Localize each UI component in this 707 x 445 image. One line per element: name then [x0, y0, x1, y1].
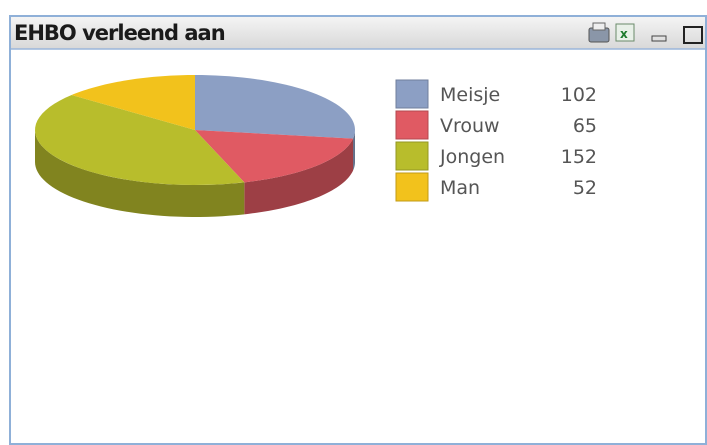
- maximize-button[interactable]: [683, 26, 703, 44]
- legend-label: Jongen: [439, 146, 505, 168]
- legend-label: Man: [440, 177, 480, 199]
- chart-title: EHBO verleend aan: [14, 21, 225, 45]
- pie-tops: [35, 75, 355, 185]
- legend-swatch: [395, 141, 429, 171]
- window: [9, 15, 707, 445]
- minimize-button[interactable]: [651, 35, 667, 42]
- legend-label: Meisje: [440, 84, 500, 106]
- legend-swatch: [395, 172, 429, 202]
- pie-slice: [35, 94, 245, 185]
- legend-value: 52: [573, 177, 597, 199]
- legend-label: Vrouw: [440, 115, 500, 137]
- pie-slice: [195, 75, 355, 139]
- pie-slice-side: [353, 130, 355, 171]
- pie-slice: [195, 130, 354, 183]
- legend-value: 65: [573, 115, 597, 137]
- legend-swatch: [395, 79, 429, 109]
- legend-value: 102: [561, 84, 597, 106]
- svg-text:x: x: [620, 27, 628, 41]
- print-icon[interactable]: [588, 22, 610, 43]
- pie-slice-side: [244, 138, 354, 215]
- legend-value: 152: [561, 146, 597, 168]
- pie-slice: [71, 75, 195, 130]
- pie-slice-side: [35, 130, 245, 217]
- excel-icon[interactable]: x: [615, 23, 635, 42]
- pie-sides: [35, 130, 355, 217]
- legend-swatch: [395, 110, 429, 140]
